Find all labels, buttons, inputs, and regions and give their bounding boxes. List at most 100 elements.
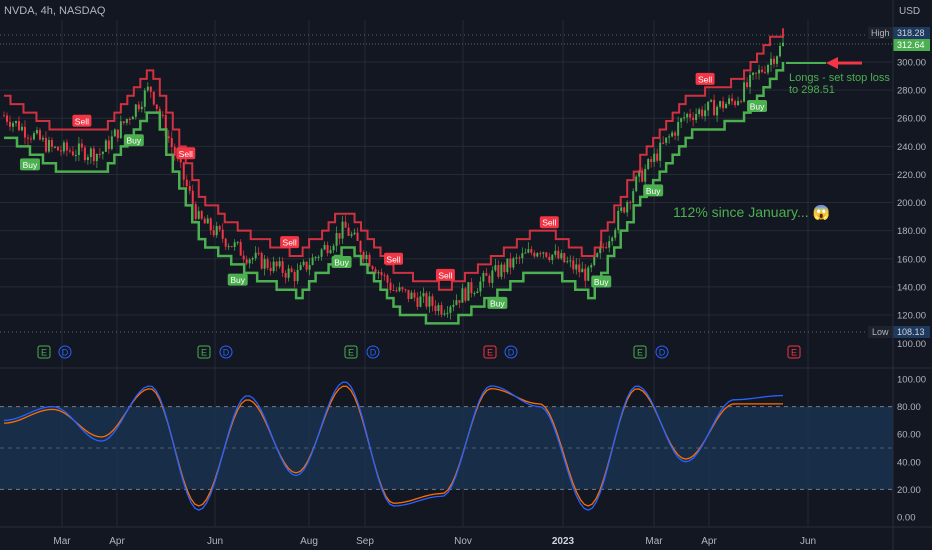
time-tick-label: Nov xyxy=(454,536,472,547)
earnings-icon[interactable] xyxy=(787,345,801,359)
dividend-icon[interactable] xyxy=(58,345,72,359)
candle-body xyxy=(218,226,221,230)
dividend-icon[interactable] xyxy=(504,345,518,359)
candle-body xyxy=(701,109,704,117)
dividend-icon[interactable] xyxy=(655,345,669,359)
candle-body xyxy=(635,176,638,192)
earnings-icon[interactable] xyxy=(197,345,211,359)
dividend-icon[interactable] xyxy=(219,345,233,359)
signal-label: Sell xyxy=(179,149,193,159)
candle-body xyxy=(572,260,575,270)
candle-body xyxy=(149,86,152,92)
candle-body xyxy=(554,250,557,255)
candle-body xyxy=(302,261,305,266)
candle-body xyxy=(602,246,605,248)
candle-body xyxy=(620,207,623,211)
candle-body xyxy=(386,275,389,283)
earnings-icon[interactable] xyxy=(483,345,497,359)
candle-body xyxy=(38,130,41,140)
time-axis: Mar Apr Jun Aug Sep Nov 2023 Mar Apr Jun xyxy=(53,536,816,547)
candle-body xyxy=(50,140,53,147)
earnings-icon[interactable] xyxy=(37,345,51,359)
signal-label: Buy xyxy=(23,160,38,170)
candle-body xyxy=(254,252,257,259)
svg-text:108.13: 108.13 xyxy=(897,327,925,337)
candle-body xyxy=(563,253,566,263)
candle-body xyxy=(524,252,527,254)
candle-body xyxy=(65,142,68,151)
sell-signal xyxy=(435,268,455,281)
price-tick-label: 240.00 xyxy=(897,142,926,153)
time-tick-label: Mar xyxy=(53,536,71,547)
candle-body xyxy=(446,312,449,314)
candle-body xyxy=(248,259,251,264)
stoch-k-line xyxy=(3,381,784,511)
candle-body xyxy=(344,221,347,228)
candle-body xyxy=(317,256,320,258)
event-letter: E xyxy=(791,348,797,358)
candle-body xyxy=(545,252,548,257)
candle-body xyxy=(389,282,392,291)
candle-body xyxy=(374,269,377,274)
candle-body xyxy=(203,218,206,224)
candle-body xyxy=(425,293,428,307)
candle-body xyxy=(377,272,380,274)
price-tick-label: 200.00 xyxy=(897,198,926,209)
price-tick-label: 260.00 xyxy=(897,114,926,125)
candle-body xyxy=(587,267,590,281)
overbought-oversold-band xyxy=(0,406,893,490)
signal-label: Sell xyxy=(386,254,400,264)
candle-body xyxy=(434,305,437,312)
candle-body xyxy=(251,258,254,260)
earnings-icon[interactable] xyxy=(344,345,358,359)
candle-body xyxy=(353,232,356,235)
candle-body xyxy=(710,100,713,102)
dividend-icon[interactable] xyxy=(366,345,380,359)
candle-body xyxy=(689,113,692,118)
candle-body xyxy=(557,250,560,259)
candle-body xyxy=(320,249,323,257)
candle-body xyxy=(206,218,209,224)
candle-body xyxy=(428,296,431,307)
candle-body xyxy=(227,246,230,248)
candle-body xyxy=(449,306,452,313)
bull-trailing-stop xyxy=(4,62,785,325)
event-letter: D xyxy=(223,348,230,358)
candle-body xyxy=(221,229,224,239)
candle-body xyxy=(17,121,20,131)
candle-body xyxy=(707,101,710,111)
candle-body xyxy=(164,115,167,137)
candle-body xyxy=(128,119,131,121)
event-letter: D xyxy=(62,348,69,358)
candle-body xyxy=(443,313,446,315)
price-tick-label: 120.00 xyxy=(897,311,926,322)
candle-body xyxy=(11,123,14,127)
candle-body xyxy=(179,157,182,163)
candle-body xyxy=(488,275,491,283)
candle-body xyxy=(464,288,467,301)
candle-body xyxy=(26,137,29,139)
candle-body xyxy=(479,281,482,292)
candle-body xyxy=(332,245,335,251)
candle-body xyxy=(482,273,485,282)
candle-body xyxy=(422,293,425,297)
candle-body xyxy=(644,168,647,182)
candle-body xyxy=(467,282,470,301)
candle-body xyxy=(737,101,740,105)
candle-body xyxy=(614,229,617,238)
candle-body xyxy=(611,237,614,242)
candle-body xyxy=(185,179,188,186)
earnings-icon[interactable] xyxy=(633,345,647,359)
candle-body xyxy=(242,255,245,260)
svg-text:312.64: 312.64 xyxy=(897,40,925,50)
candle-body xyxy=(647,159,650,169)
price-tick-label: 220.00 xyxy=(897,170,926,181)
candle-body xyxy=(371,266,374,270)
candle-body xyxy=(14,121,17,124)
candle-body xyxy=(512,258,515,268)
low-badge: Low 108.13 xyxy=(868,326,930,338)
candle-body xyxy=(41,137,44,140)
candle-body xyxy=(518,257,521,259)
